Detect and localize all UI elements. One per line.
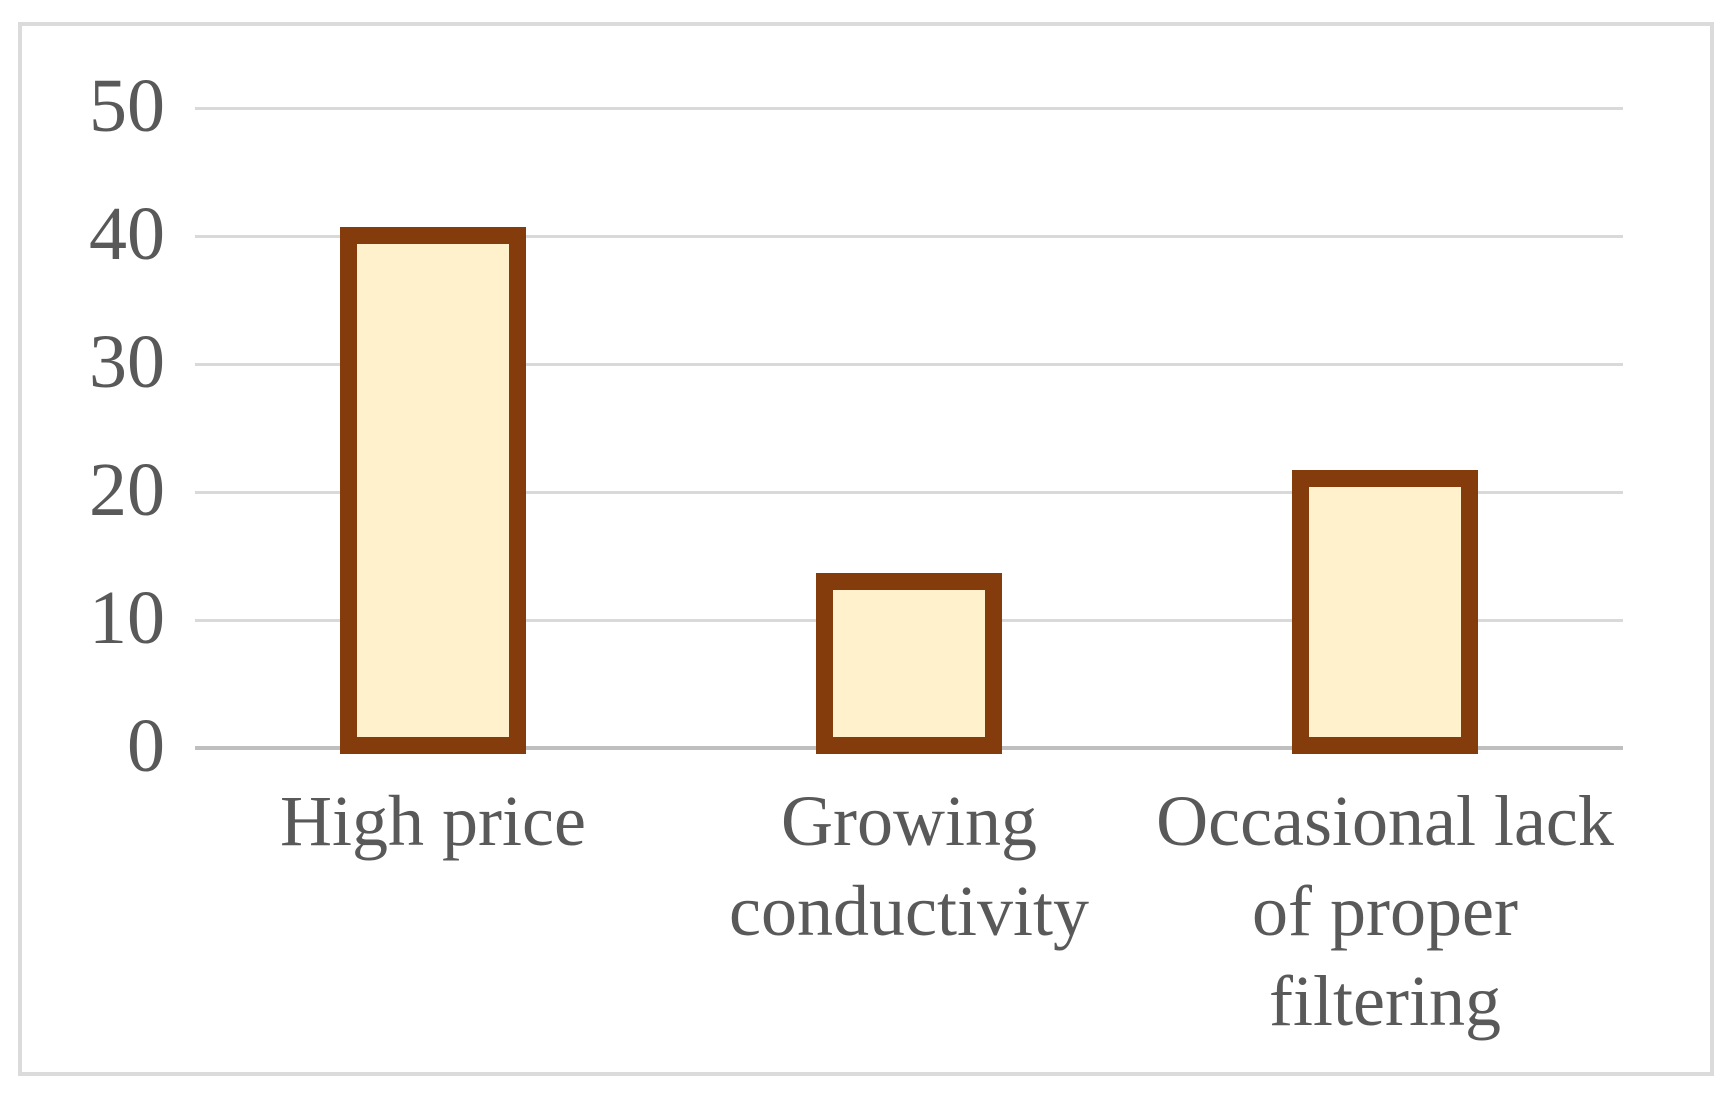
y-axis-tick-label: 20 [89, 448, 165, 533]
x-axis-category-label: High price [280, 781, 586, 861]
bar-2 [816, 572, 1002, 754]
x-axis-category-label: Growing conductivity [729, 781, 1089, 951]
y-axis-tick-label: 0 [127, 704, 165, 789]
y-gridline-30 [195, 363, 1623, 366]
y-gridline-40 [195, 235, 1623, 238]
x-axis-category-label: Occasional lack of proper filtering [1156, 781, 1614, 1041]
bar-1 [340, 227, 526, 754]
chart-frame: 0 10 20 30 40 50 High price Growing conductivit… [18, 22, 1714, 1076]
y-gridline-50 [195, 107, 1623, 110]
plot-area: 0 10 20 30 40 50 High price Growing conductivit… [22, 26, 1710, 1072]
y-gridline-20 [195, 491, 1623, 494]
bar-3 [1292, 470, 1478, 754]
y-axis-tick-label: 50 [89, 64, 165, 149]
y-axis-tick-label: 30 [89, 320, 165, 405]
y-axis-tick-label: 40 [89, 192, 165, 277]
y-axis-tick-label: 10 [89, 576, 165, 661]
